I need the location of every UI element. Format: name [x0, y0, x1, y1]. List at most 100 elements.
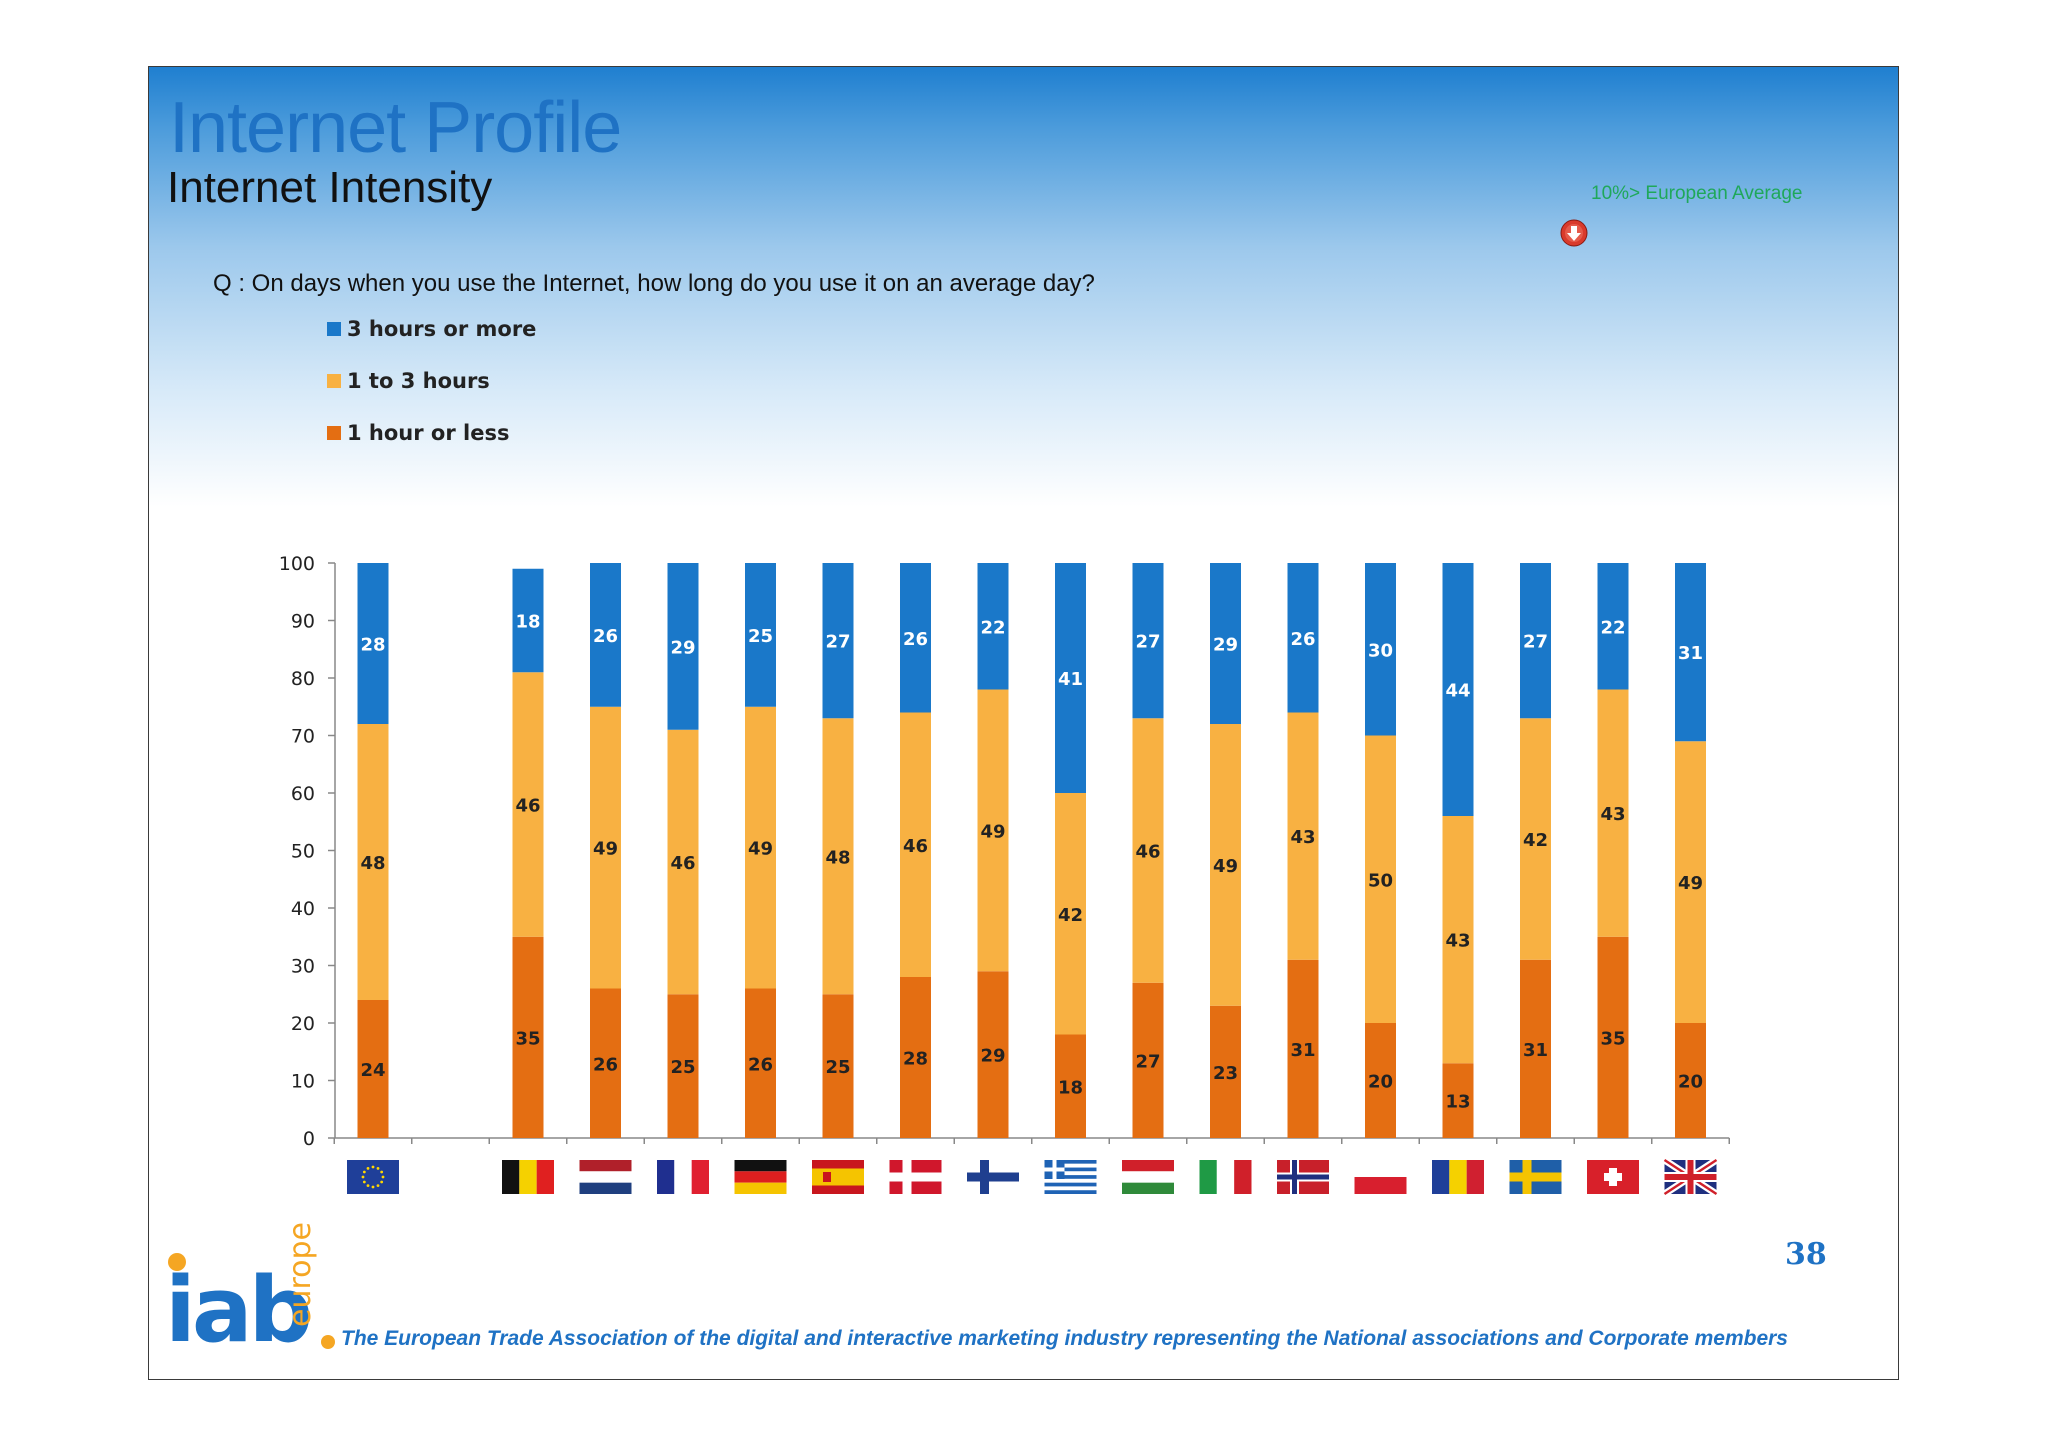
- page-number: 38: [1785, 1237, 1827, 1272]
- data-label: 27: [1135, 632, 1160, 653]
- data-label: 46: [1135, 842, 1160, 863]
- france-flag-icon: [657, 1160, 709, 1194]
- y-tick-label: 20: [291, 1013, 315, 1035]
- data-label: 46: [515, 796, 540, 817]
- legend-swatch: [327, 374, 341, 388]
- bar-segment: [1442, 1063, 1474, 1138]
- bar-segment: [822, 994, 854, 1138]
- bar-segment: [1520, 718, 1551, 960]
- y-tick-label: 30: [291, 956, 315, 978]
- data-label: 49: [1678, 873, 1703, 894]
- bar-segment: [1287, 563, 1319, 713]
- bar-segment: [822, 563, 854, 719]
- data-label: 24: [360, 1060, 385, 1081]
- data-label: 48: [825, 847, 850, 868]
- data-label: 31: [1678, 643, 1703, 664]
- spain-flag-icon: [812, 1160, 864, 1194]
- data-label: 25: [670, 1057, 695, 1078]
- bar-segment: [1055, 1034, 1086, 1138]
- data-label: 29: [1213, 635, 1238, 656]
- sweden-flag-icon: [1509, 1160, 1562, 1194]
- bar-segment: [977, 689, 1009, 972]
- data-label: 35: [1600, 1028, 1625, 1049]
- bar-segment: [745, 988, 776, 1138]
- italy-flag-icon: [1199, 1160, 1252, 1194]
- bar-segment: [1287, 712, 1319, 960]
- data-label: 49: [593, 839, 618, 860]
- footer-tagline: The European Trade Association of the di…: [341, 1327, 1788, 1350]
- legend-swatch: [327, 426, 341, 440]
- data-label: 43: [1445, 931, 1470, 952]
- bar-segment: [1055, 563, 1086, 793]
- germany-flag-icon: [734, 1160, 787, 1194]
- bar-segment: [1365, 735, 1396, 1023]
- belgium-flag-icon: [502, 1160, 554, 1194]
- logo-subtext: europe: [283, 1222, 318, 1327]
- finland-flag-icon: [967, 1160, 1019, 1194]
- data-label: 26: [903, 629, 928, 650]
- bar-segment: [1055, 793, 1086, 1035]
- romania-flag-icon: [1432, 1160, 1484, 1194]
- data-label: 27: [1135, 1051, 1160, 1072]
- bar-segment: [1675, 1023, 1706, 1138]
- y-tick-label: 50: [291, 841, 315, 863]
- data-label: 29: [670, 637, 695, 658]
- bar-segment: [1520, 959, 1551, 1138]
- data-label: 26: [1290, 629, 1315, 650]
- data-label: 49: [1213, 856, 1238, 877]
- data-label: 13: [1445, 1092, 1470, 1113]
- bar-segment: [357, 724, 389, 1000]
- bar-segment: [512, 936, 544, 1138]
- bar-segment: [1132, 982, 1164, 1138]
- page-subtitle: Internet Intensity: [167, 163, 493, 212]
- poland-flag-icon: [1354, 1160, 1407, 1194]
- data-label: 18: [515, 612, 540, 633]
- logo-dot: [168, 1253, 186, 1271]
- bar-segment: [667, 563, 699, 730]
- bar-segment: [1132, 563, 1164, 719]
- y-tick-label: 100: [279, 553, 315, 575]
- y-tick-label: 80: [291, 668, 315, 690]
- bar-segment: [900, 563, 931, 713]
- y-tick-label: 0: [303, 1128, 315, 1150]
- data-label: 20: [1368, 1072, 1393, 1093]
- data-label: 43: [1290, 827, 1315, 848]
- data-label: 48: [360, 853, 385, 874]
- data-label: 41: [1058, 669, 1083, 690]
- red-down-arrow-icon: [1560, 219, 1588, 247]
- data-label: 25: [748, 626, 773, 647]
- survey-question: Q : On days when you use the Internet, h…: [213, 270, 1095, 297]
- bar-segment: [1675, 563, 1706, 742]
- bar-segment: [1675, 741, 1706, 1023]
- bar-segment: [1442, 816, 1474, 1064]
- data-label: 42: [1523, 830, 1548, 851]
- data-label: 42: [1058, 905, 1083, 926]
- y-tick-label: 70: [291, 726, 315, 748]
- bar-segment: [512, 672, 544, 937]
- data-label: 23: [1213, 1063, 1238, 1084]
- y-tick-label: 60: [291, 783, 315, 805]
- bar-segment: [1365, 563, 1396, 736]
- bar-segment: [1365, 1023, 1396, 1138]
- data-label: 30: [1368, 640, 1393, 661]
- bar-segment: [1520, 563, 1551, 719]
- bar-segment: [590, 563, 621, 707]
- y-tick-label: 90: [291, 611, 315, 633]
- bar-segment: [357, 563, 389, 724]
- greece-flag-icon: [1044, 1160, 1097, 1194]
- iab-europe-logo: iab europe: [165, 1213, 335, 1363]
- eu-flag-icon: [347, 1160, 399, 1194]
- logo-dot: [321, 1335, 335, 1349]
- uk-flag-icon: [1662, 1157, 1719, 1197]
- data-label: 49: [980, 821, 1005, 842]
- bar-segment: [745, 706, 776, 989]
- data-label: 35: [515, 1028, 540, 1049]
- bar-segment: [900, 712, 931, 977]
- bar-segment: [745, 563, 776, 707]
- y-tick-label: 40: [291, 898, 315, 920]
- legend-item: 1 to 3 hours: [327, 369, 490, 393]
- data-label: 46: [903, 836, 928, 857]
- data-label: 50: [1368, 870, 1393, 891]
- average-note: 10%> European Average: [1591, 183, 1803, 204]
- slide: Internet Profile Internet Intensity 10%>…: [148, 66, 1899, 1380]
